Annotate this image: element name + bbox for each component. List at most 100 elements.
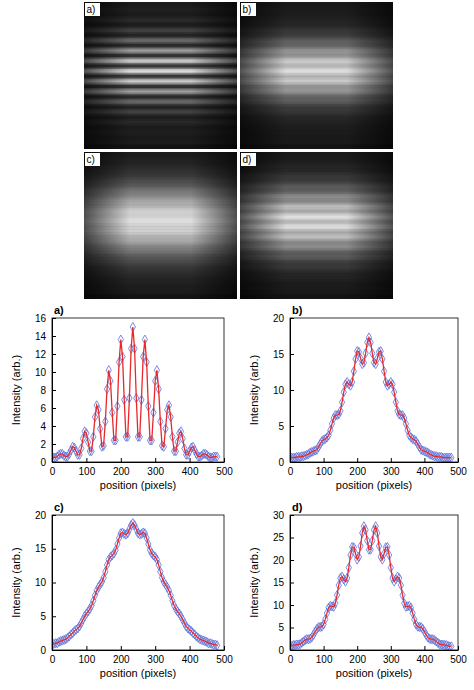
x-tick-label: 300 [147,654,164,665]
x-tick-mark [391,646,392,650]
x-tick-mark [155,646,156,650]
y-tick-mark [52,462,56,463]
x-tick: 100 [79,458,96,477]
y-tick: 0 [278,457,294,468]
y-tick-mark [52,444,56,445]
y-tick: 20 [273,313,294,324]
y-axis-title: Intensity (arb.) [10,355,22,425]
y-axis-title: Intensity (arb.) [248,355,260,425]
x-axis-line [53,462,225,463]
x-tick-label: 200 [113,466,130,477]
plot-frame [52,515,224,650]
image-label-box [85,153,100,166]
x-tick-mark [155,458,156,462]
fit-line [290,337,451,457]
panel-letter: b) [292,304,303,316]
y-tick-label: 20 [273,555,285,566]
x-tick: 100 [316,646,333,665]
x-axis: 0100200300400500 [50,646,234,665]
y-axis: 05101520 [273,313,294,468]
plot-background [290,515,458,650]
y-tick-mark [52,372,56,373]
plot-background [52,515,224,650]
fringe-image: c) [84,151,237,299]
panel-letter: a) [54,304,64,316]
x-tick-label: 0 [288,466,294,477]
x-axis-title: position (pixels) [100,479,176,491]
x-axis-line [291,650,459,651]
x-tick-label: 500 [216,466,233,477]
y-tick: 5 [278,622,294,633]
chart-panel: 010020030040050005101520position (pixels… [10,501,233,679]
x-tick: 200 [349,458,366,477]
x-tick: 400 [182,458,199,477]
x-tick-label: 300 [383,654,400,665]
image-background [84,2,237,149]
x-tick: 300 [383,646,400,665]
y-tick-mark [290,628,294,629]
y-axis: 05101520 [35,510,56,656]
y-tick: 2 [40,439,56,450]
y-tick: 0 [40,645,56,656]
y-tick-mark [52,616,56,617]
y-tick: 6 [40,403,56,414]
x-tick: 500 [450,458,467,477]
y-tick: 16 [35,313,56,324]
y-axis-title: Intensity (arb.) [10,547,22,617]
plot-background [52,318,224,462]
y-tick-label: 5 [278,622,284,633]
y-tick: 4 [40,421,56,432]
y-tick-mark [52,354,56,355]
plot-area [290,333,454,462]
x-tick: 300 [147,646,164,665]
y-tick-mark [290,354,294,355]
y-tick-mark [52,515,56,516]
image-label: d) [243,154,252,165]
image-vignette [240,152,393,299]
y-tick-mark [290,650,294,651]
y-tick: 25 [273,532,294,543]
x-tick: 500 [216,458,233,477]
y-axis: 051015202530 [273,510,294,656]
y-tick-label: 10 [35,367,47,378]
y-tick-mark [52,549,56,550]
x-tick: 500 [450,646,467,665]
fit-line [52,523,217,645]
y-tick: 10 [273,385,294,396]
y-tick: 20 [273,555,294,566]
y-axis-title: Intensity (arb.) [248,547,260,617]
x-tick-mark [121,646,122,650]
y-tick: 5 [278,421,294,432]
x-tick: 200 [113,646,130,665]
x-tick-label: 200 [349,654,366,665]
y-tick-label: 15 [35,543,47,554]
x-tick-label: 200 [113,654,130,665]
x-axis-line [291,462,459,463]
image-background [84,152,237,299]
y-tick: 10 [35,367,56,378]
x-tick-label: 400 [417,466,434,477]
panel-letter: c) [54,501,64,513]
x-axis: 0100200300400500 [288,458,468,477]
image-vignette [240,2,393,149]
x-axis-line [53,650,225,651]
fit-line [290,526,451,646]
y-tick: 0 [40,457,56,468]
x-tick-label: 500 [216,654,233,665]
y-tick-mark [52,426,56,427]
x-tick-mark [424,458,425,462]
x-tick-mark [357,458,358,462]
y-tick-mark [52,336,56,337]
y-tick-label: 30 [273,510,285,521]
chart-panel: 0100200300400500051015202530position (pi… [248,501,467,679]
x-tick: 100 [316,458,333,477]
x-tick-mark [324,646,325,650]
x-axis: 0100200300400500 [50,458,234,477]
y-tick-mark [52,583,56,584]
y-tick-mark [290,538,294,539]
image-background [240,152,393,299]
x-tick-label: 200 [349,466,366,477]
y-tick-mark [52,408,56,409]
image-label-box [241,153,256,166]
x-tick-label: 300 [147,466,164,477]
